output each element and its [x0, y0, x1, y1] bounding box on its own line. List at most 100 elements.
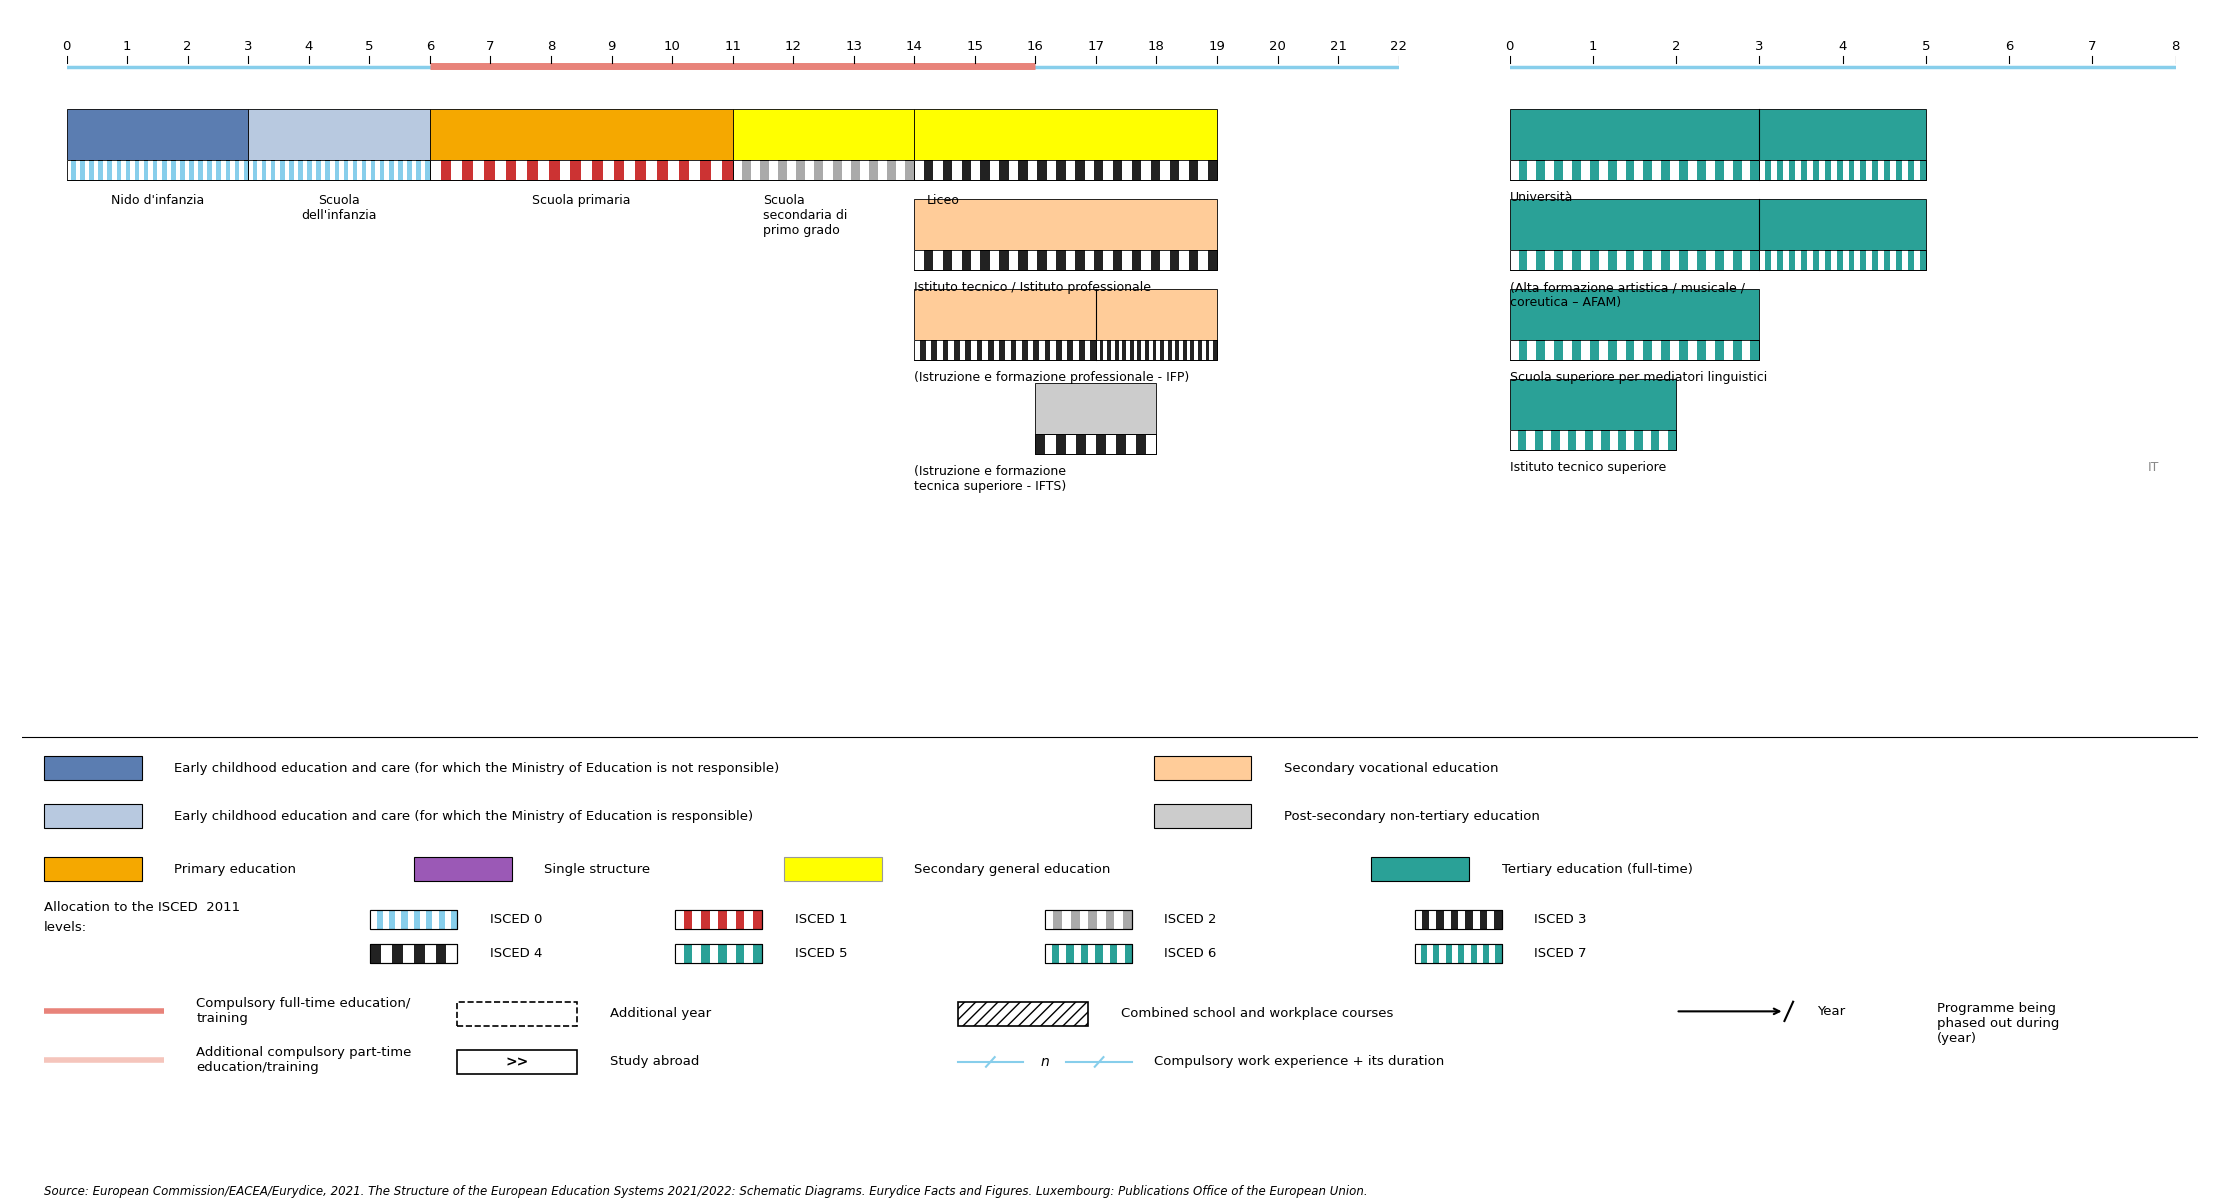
- Bar: [240, 160, 244, 181]
- Bar: [1086, 340, 1090, 360]
- Bar: [1807, 249, 1814, 270]
- Bar: [1634, 160, 1643, 181]
- Bar: [1157, 340, 1161, 360]
- Bar: [728, 910, 735, 929]
- Text: Post-secondary non-tertiary education: Post-secondary non-tertiary education: [1283, 810, 1541, 822]
- Bar: [44, 857, 142, 881]
- Bar: [122, 160, 127, 181]
- Text: 1: 1: [122, 40, 131, 53]
- Bar: [371, 910, 457, 929]
- Bar: [302, 160, 306, 181]
- Bar: [675, 944, 761, 963]
- Bar: [693, 944, 702, 963]
- Bar: [1163, 340, 1168, 360]
- Text: n: n: [1041, 1055, 1050, 1069]
- Text: ISCED 1: ISCED 1: [795, 914, 848, 926]
- Bar: [331, 160, 335, 181]
- Bar: [915, 160, 924, 181]
- Bar: [1046, 910, 1132, 929]
- Bar: [457, 1050, 577, 1074]
- Text: 0: 0: [62, 40, 71, 53]
- Text: Istituto tecnico / Istituto professionale: Istituto tecnico / Istituto professional…: [915, 282, 1152, 294]
- Bar: [1066, 160, 1074, 181]
- Bar: [1510, 249, 1760, 270]
- Bar: [1510, 340, 1518, 360]
- Bar: [952, 160, 961, 181]
- Bar: [1669, 340, 1678, 360]
- Bar: [1039, 340, 1046, 360]
- Bar: [1066, 249, 1074, 270]
- Text: ISCED 6: ISCED 6: [1166, 948, 1217, 960]
- Bar: [1103, 249, 1112, 270]
- Text: ISCED 0: ISCED 0: [491, 914, 542, 926]
- Bar: [1050, 340, 1057, 360]
- Bar: [788, 160, 797, 181]
- Bar: [402, 160, 406, 181]
- Bar: [1028, 249, 1037, 270]
- Bar: [1661, 430, 1667, 450]
- Bar: [422, 160, 426, 181]
- Bar: [1061, 340, 1068, 360]
- Bar: [1669, 160, 1678, 181]
- Text: 1: 1: [1590, 40, 1596, 53]
- Bar: [1510, 160, 1760, 181]
- Text: Tertiary education (full-time): Tertiary education (full-time): [1501, 863, 1692, 875]
- Bar: [728, 944, 735, 963]
- Bar: [1123, 160, 1132, 181]
- Bar: [926, 340, 930, 360]
- Bar: [258, 160, 262, 181]
- Bar: [371, 944, 457, 963]
- Bar: [1563, 249, 1572, 270]
- Bar: [1117, 944, 1126, 963]
- Text: Study abroad: Study abroad: [610, 1056, 699, 1068]
- Bar: [349, 160, 353, 181]
- Bar: [1867, 249, 1871, 270]
- Bar: [970, 249, 981, 270]
- Bar: [451, 160, 462, 181]
- Text: Additional year: Additional year: [610, 1008, 710, 1020]
- Bar: [1740, 160, 1749, 181]
- Text: Scuola primaria: Scuola primaria: [533, 194, 630, 207]
- Bar: [1510, 249, 1760, 270]
- Bar: [102, 160, 107, 181]
- Bar: [231, 160, 235, 181]
- Text: 7: 7: [2089, 40, 2096, 53]
- Bar: [1452, 944, 1459, 963]
- Bar: [473, 160, 484, 181]
- Text: Additional compulsory part-time
education/training: Additional compulsory part-time educatio…: [195, 1045, 411, 1074]
- Bar: [357, 160, 362, 181]
- Bar: [1141, 249, 1150, 270]
- Bar: [1760, 199, 1927, 249]
- Bar: [750, 160, 759, 181]
- Bar: [1723, 160, 1732, 181]
- Bar: [915, 199, 1217, 249]
- Bar: [1137, 433, 1146, 454]
- Bar: [1188, 340, 1190, 360]
- Bar: [1414, 944, 1501, 963]
- Text: 16: 16: [1028, 40, 1043, 53]
- Bar: [1772, 160, 1778, 181]
- Bar: [1510, 289, 1760, 340]
- Bar: [859, 160, 868, 181]
- Bar: [537, 160, 548, 181]
- Bar: [1119, 340, 1123, 360]
- Bar: [952, 249, 961, 270]
- Bar: [375, 160, 380, 181]
- Text: Programme being
phased out during
(year): Programme being phased out during (year): [1936, 1002, 2060, 1045]
- Bar: [1652, 249, 1661, 270]
- Bar: [1097, 340, 1217, 360]
- Text: Year: Year: [1818, 1005, 1845, 1017]
- Bar: [932, 160, 944, 181]
- Bar: [733, 160, 915, 181]
- Bar: [915, 340, 919, 360]
- Bar: [1561, 430, 1567, 450]
- Bar: [284, 160, 289, 181]
- Bar: [1594, 430, 1601, 450]
- Bar: [371, 910, 457, 929]
- Bar: [1843, 249, 1849, 270]
- Bar: [393, 160, 397, 181]
- Text: 2: 2: [1672, 40, 1681, 53]
- Text: Nido d'infanzia: Nido d'infanzia: [111, 194, 204, 207]
- Bar: [915, 249, 1217, 270]
- Bar: [393, 944, 404, 963]
